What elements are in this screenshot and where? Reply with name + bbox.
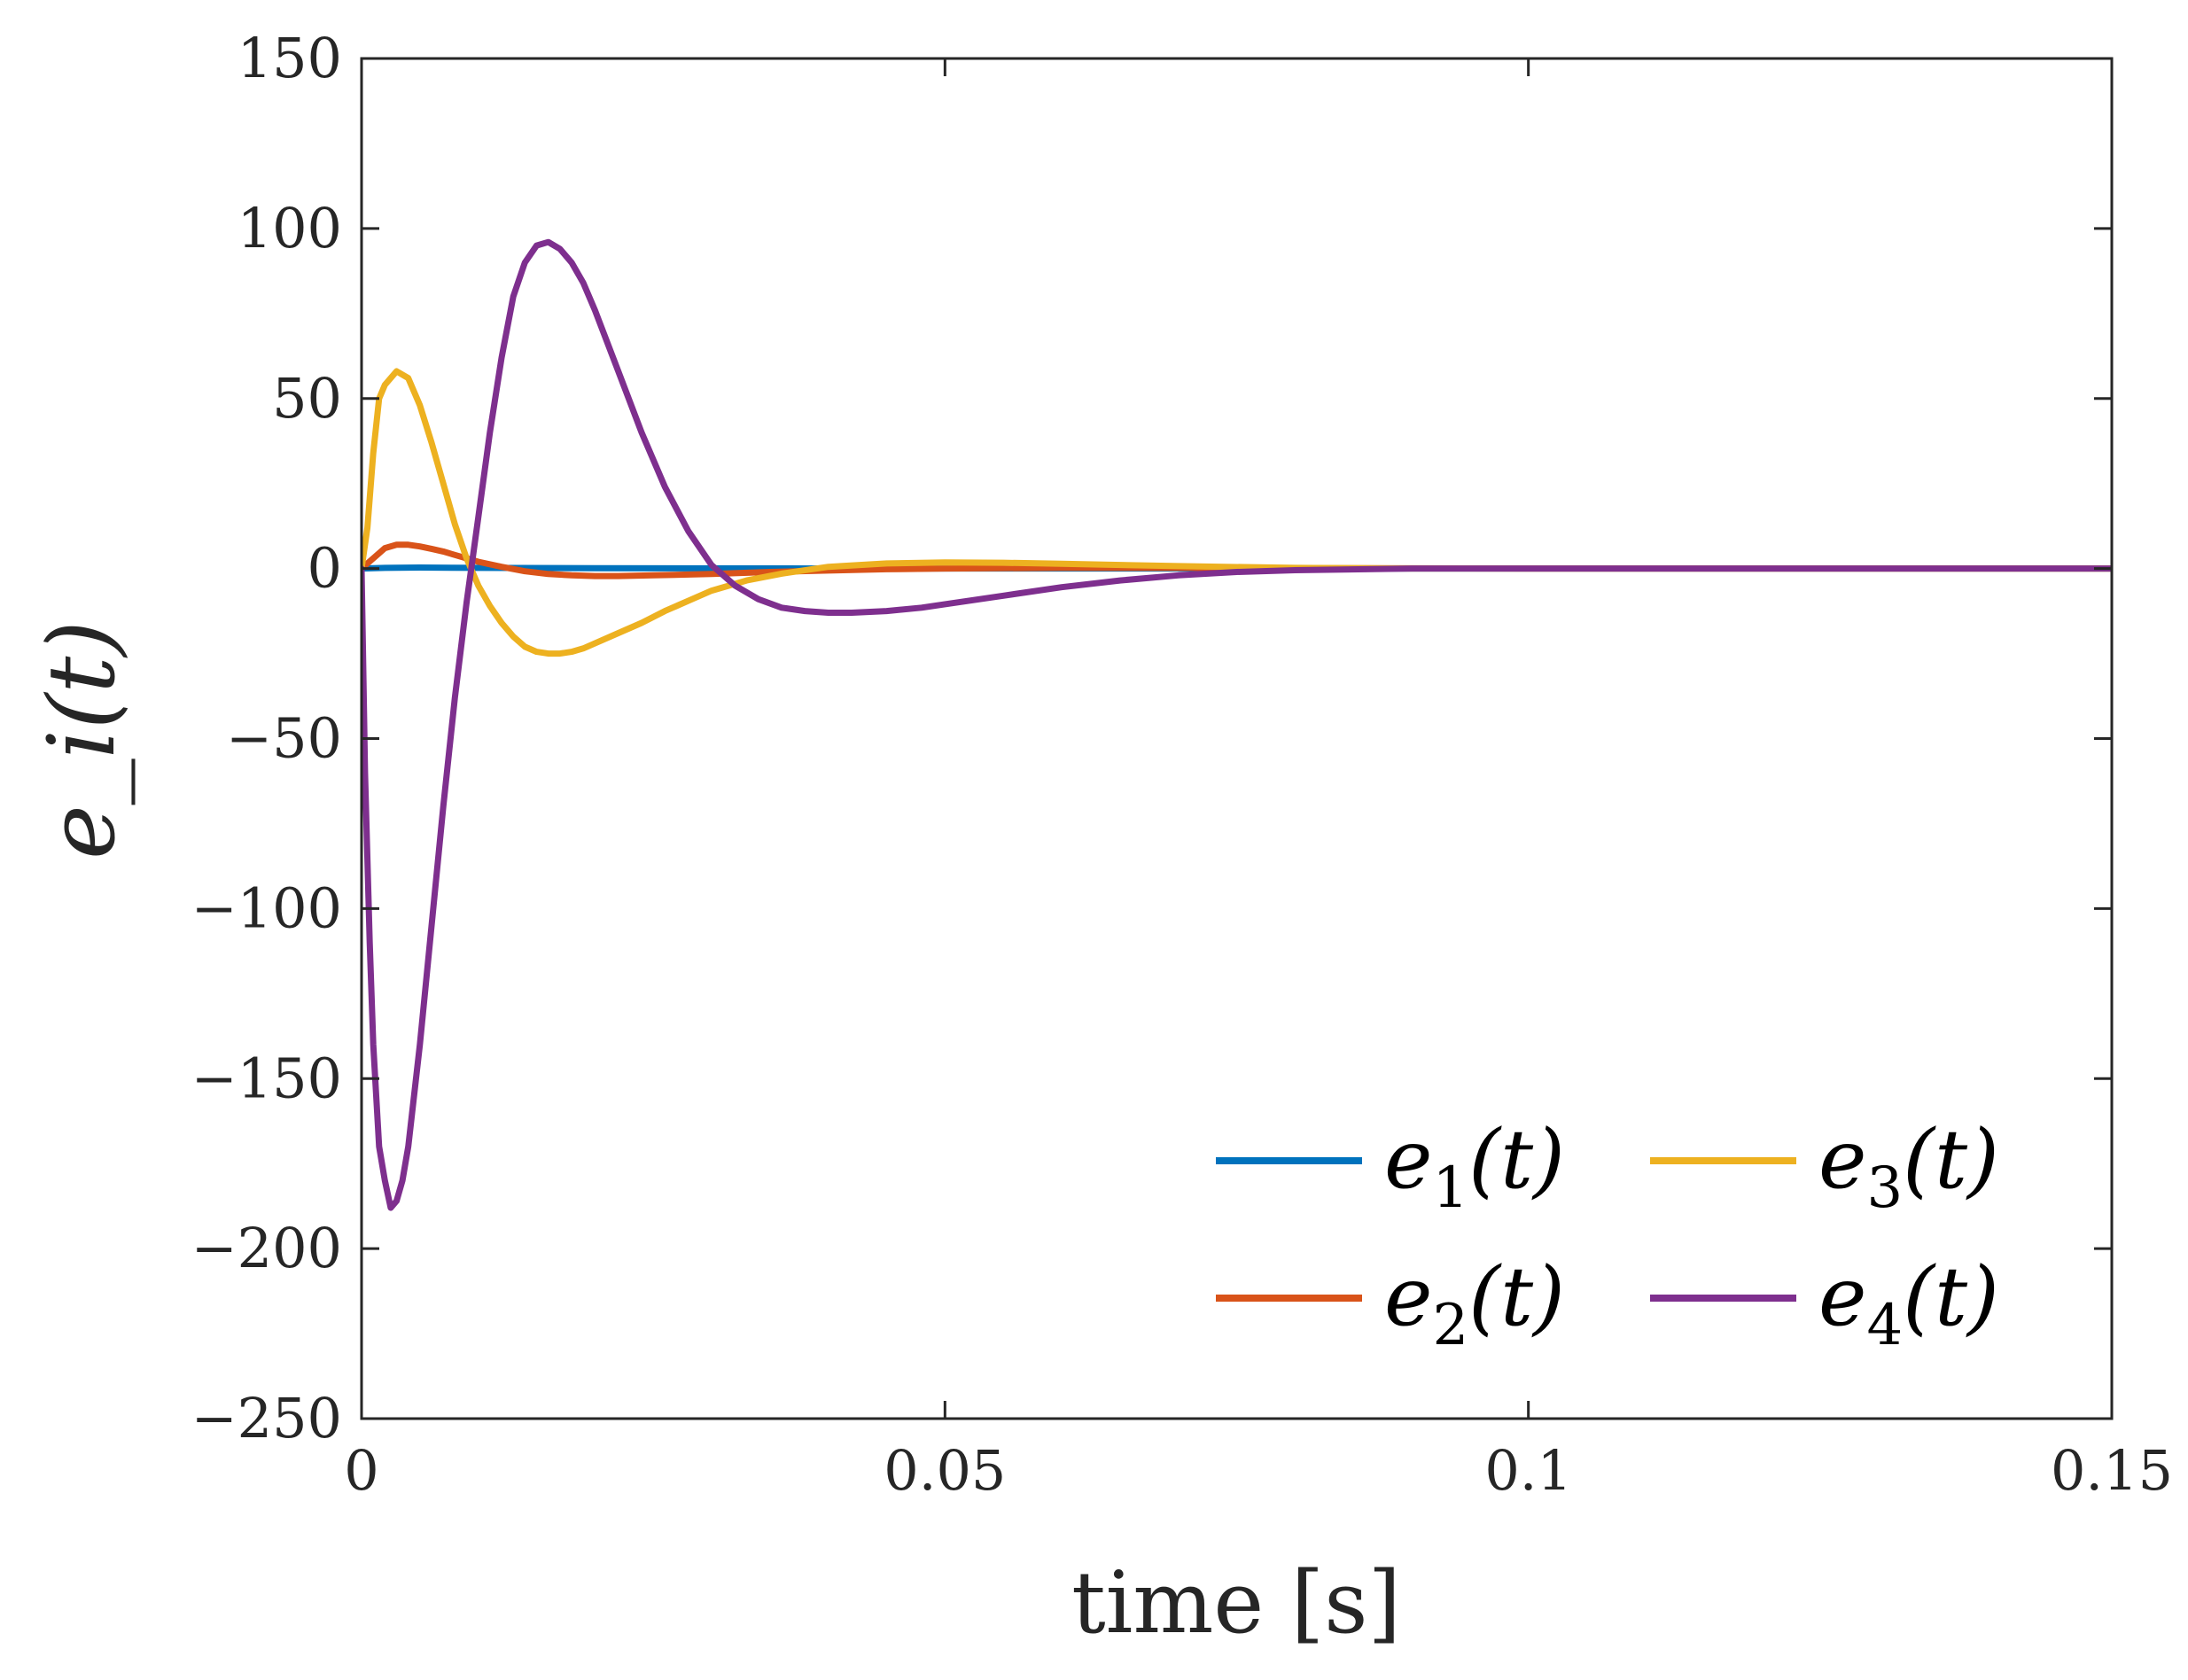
y-tick-label: 0: [308, 536, 342, 601]
plot-area: [362, 58, 2112, 1419]
y-tick-label: −150: [191, 1046, 342, 1110]
axes-box: [360, 57, 2114, 1420]
legend-label-main: e: [1384, 1249, 1432, 1344]
legend-label-subscript: 4: [1866, 1293, 1903, 1358]
y-axis-label-text: e_i(t): [27, 620, 136, 859]
y-tick-label: 50: [272, 366, 342, 431]
x-tick-label: 0.05: [884, 1438, 1006, 1503]
y-tick-label: −250: [191, 1386, 342, 1451]
legend-label-e2: e2(t): [1384, 1249, 1565, 1358]
legend-label-subscript: 2: [1432, 1293, 1468, 1358]
legend-label-rest: (t): [1903, 1112, 1999, 1207]
series-line-e2: [362, 541, 2112, 579]
x-tick-label: 0.1: [1484, 1438, 1572, 1503]
y-tick-label: −100: [191, 875, 342, 940]
y-tick-label: 100: [237, 196, 342, 261]
legend-label-rest: (t): [1903, 1249, 1999, 1344]
legend-label-main: e: [1818, 1249, 1866, 1344]
legend-label-e3: e3(t): [1818, 1112, 1999, 1221]
y-tick-label: 150: [237, 26, 342, 90]
y-tick-label: −200: [191, 1216, 342, 1280]
legend-label-subscript: 3: [1866, 1155, 1903, 1221]
legend-label-e4: e4(t): [1818, 1249, 1999, 1358]
legend-label-rest: (t): [1468, 1112, 1565, 1207]
legend-label-rest: (t): [1468, 1249, 1565, 1344]
legend-label-e1: e1(t): [1384, 1112, 1565, 1221]
series-layer: [362, 238, 2112, 1211]
series-line-e4: [362, 238, 2112, 1211]
x-tick-label: 0: [344, 1438, 378, 1503]
y-tick-label: −50: [226, 706, 342, 771]
legend: e1(t)e2(t)e3(t)e4(t): [1216, 1112, 1999, 1358]
x-axis-label: time [s]: [1071, 1553, 1401, 1653]
x-axis-label-text: time [s]: [1071, 1553, 1401, 1653]
legend-label-main: e: [1384, 1112, 1432, 1207]
y-axis-label: e_i(t): [27, 620, 136, 859]
legend-label-main: e: [1818, 1112, 1866, 1207]
x-tick-label: 0.15: [2051, 1438, 2173, 1503]
legend-label-subscript: 1: [1432, 1155, 1468, 1221]
series-line-e3: [362, 368, 2112, 657]
